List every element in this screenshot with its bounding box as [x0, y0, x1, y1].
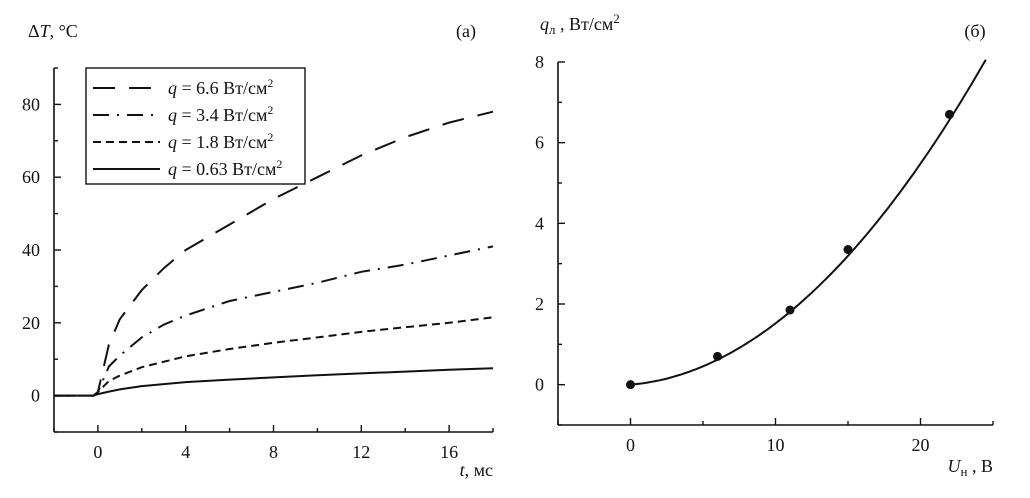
y-tick-label: 2	[535, 294, 544, 314]
series-line-2	[54, 316, 494, 397]
legend: q = 6.6 Вт/см2 q = 3.4 Вт/см2 q = 1.8 Вт/с…	[85, 67, 306, 185]
y-tick-label: 60	[22, 167, 40, 187]
y-tick-label: 20	[22, 313, 40, 333]
series-line-3	[54, 367, 494, 397]
data-point	[626, 380, 635, 390]
x-tick-label: 12	[352, 442, 370, 462]
y-tick-label: 0	[31, 386, 40, 406]
panel-label: (a)	[456, 21, 476, 42]
series-line-0	[54, 110, 494, 397]
data-point	[785, 305, 795, 315]
x-tick-label: 8	[269, 442, 278, 462]
panel-label: (б)	[964, 21, 985, 42]
data-point	[843, 245, 853, 255]
x-tick-label: 20	[912, 435, 930, 455]
y-axis-label: qл , Вт/см2	[540, 11, 620, 37]
series-line-1	[54, 245, 494, 397]
legend-label-2: q = 1.8 Вт/см2	[168, 130, 273, 152]
x-tick-label: 16	[440, 442, 458, 462]
y-tick-label: 4	[535, 213, 544, 233]
legend-label-1: q = 3.4 Вт/см2	[168, 103, 273, 125]
fit-curve	[630, 59, 987, 386]
panel-a: 0 4 8 12 16 0 20 40 60 80 ΔT, °C (a) t, мс q = 6.6 Вт…	[22, 21, 494, 480]
data-point	[713, 351, 722, 361]
x-tick-label: 10	[767, 435, 785, 455]
y-tick-label: 80	[22, 94, 40, 114]
x-axis-label: Uн , В	[948, 456, 993, 479]
legend-box	[85, 67, 306, 185]
x-tick-label: 0	[93, 442, 102, 462]
y-tick-label: 0	[535, 375, 544, 395]
legend-label-0: q = 6.6 Вт/см2	[168, 76, 273, 98]
legend-label-3: q = 0.63 Вт/см2	[168, 157, 282, 179]
x-axis-label: t, мс	[460, 460, 493, 480]
y-tick-label: 40	[22, 240, 40, 260]
y-axis-label: ΔT, °C	[28, 21, 78, 41]
x-tick-label: 4	[181, 442, 190, 462]
y-tick-label: 8	[535, 52, 544, 72]
data-point	[945, 109, 954, 119]
y-tick-label: 6	[535, 133, 544, 153]
panel-b: 0 10 20 0 2 4 6 8 qл , Вт/см2 (б) Uн , В	[535, 11, 994, 479]
x-tick-label: 0	[626, 435, 635, 455]
